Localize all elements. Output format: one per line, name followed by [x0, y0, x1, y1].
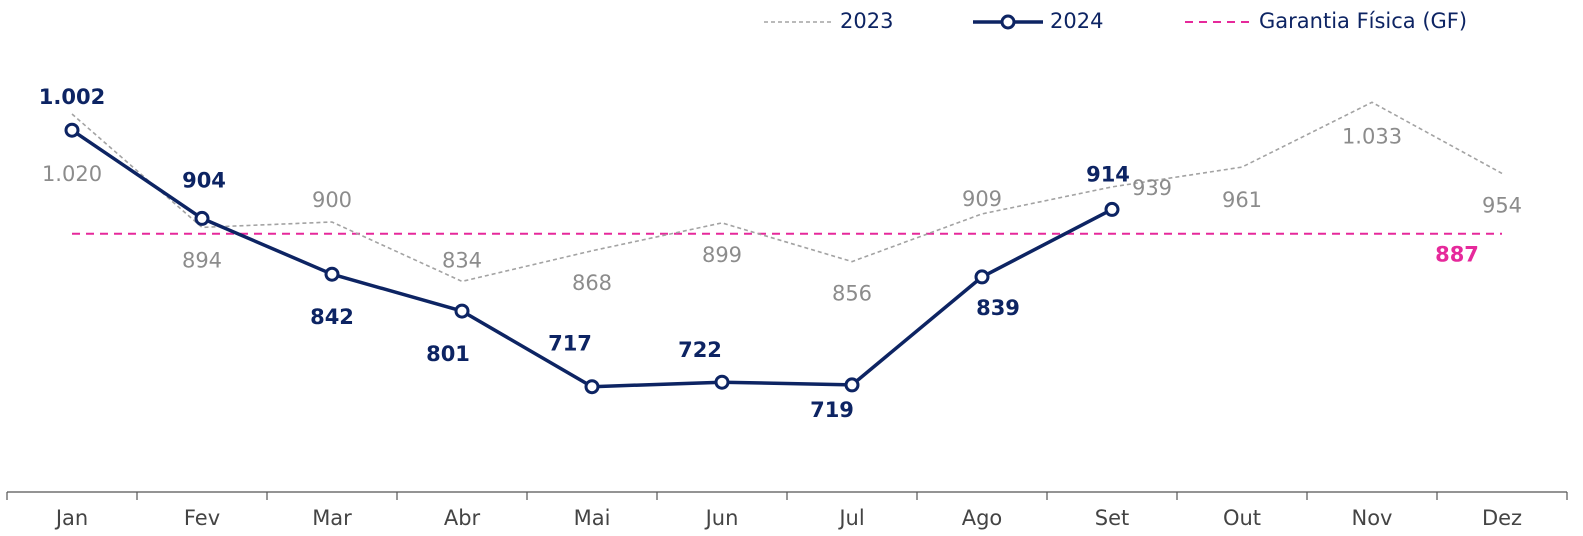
point-marker: [64, 122, 80, 138]
value-label: 842: [310, 305, 354, 329]
value-label: 719: [810, 398, 854, 422]
value-label: 914: [1086, 162, 1130, 186]
x-tick-label: Mai: [574, 506, 611, 530]
x-tick-label: Jul: [837, 506, 864, 530]
value-label: 856: [832, 282, 872, 306]
value-label: 904: [182, 168, 226, 192]
point-marker: [324, 266, 340, 282]
value-label: 1.002: [39, 85, 105, 109]
point-marker: [1104, 201, 1120, 217]
value-label: 909: [962, 187, 1002, 211]
series-line: [71, 101, 1503, 283]
value-label: 868: [572, 271, 612, 295]
x-tick-label: Nov: [1352, 506, 1393, 530]
x-tick-label: Set: [1095, 506, 1129, 530]
legend-swatch: [1000, 14, 1016, 30]
value-label: 834: [442, 248, 482, 272]
point-marker: [454, 303, 470, 319]
point-marker: [194, 210, 210, 226]
value-label: 1.020: [42, 162, 102, 186]
x-tick-label: Dez: [1482, 506, 1522, 530]
value-label: 894: [182, 248, 222, 272]
x-tick-label: Mar: [312, 506, 352, 530]
value-label: 939: [1132, 176, 1172, 200]
value-label: 900: [312, 188, 352, 212]
value-label: 717: [548, 332, 592, 356]
point-marker: [714, 374, 730, 390]
value-label: 839: [976, 296, 1020, 320]
legend-label: Garantia Física (GF): [1259, 9, 1467, 33]
x-tick-label: Abr: [444, 506, 481, 530]
point-marker: [584, 379, 600, 395]
x-tick-label: Fev: [184, 506, 220, 530]
legend-label: 2024: [1050, 9, 1103, 33]
legend-label: 2023: [840, 9, 893, 33]
point-marker: [974, 269, 990, 285]
value-label: 961: [1222, 188, 1262, 212]
value-label: 1.033: [1342, 124, 1402, 148]
x-tick-label: Jun: [704, 506, 739, 530]
reference-label: 887: [1435, 243, 1479, 267]
value-label: 722: [678, 338, 722, 362]
value-label: 899: [702, 243, 742, 267]
point-marker: [844, 377, 860, 393]
value-label: 801: [426, 342, 470, 366]
value-label: 954: [1482, 193, 1522, 217]
series-line: [71, 128, 1113, 389]
x-tick-label: Ago: [962, 506, 1003, 530]
x-tick-label: Jan: [54, 506, 88, 530]
x-tick-label: Out: [1223, 506, 1261, 530]
